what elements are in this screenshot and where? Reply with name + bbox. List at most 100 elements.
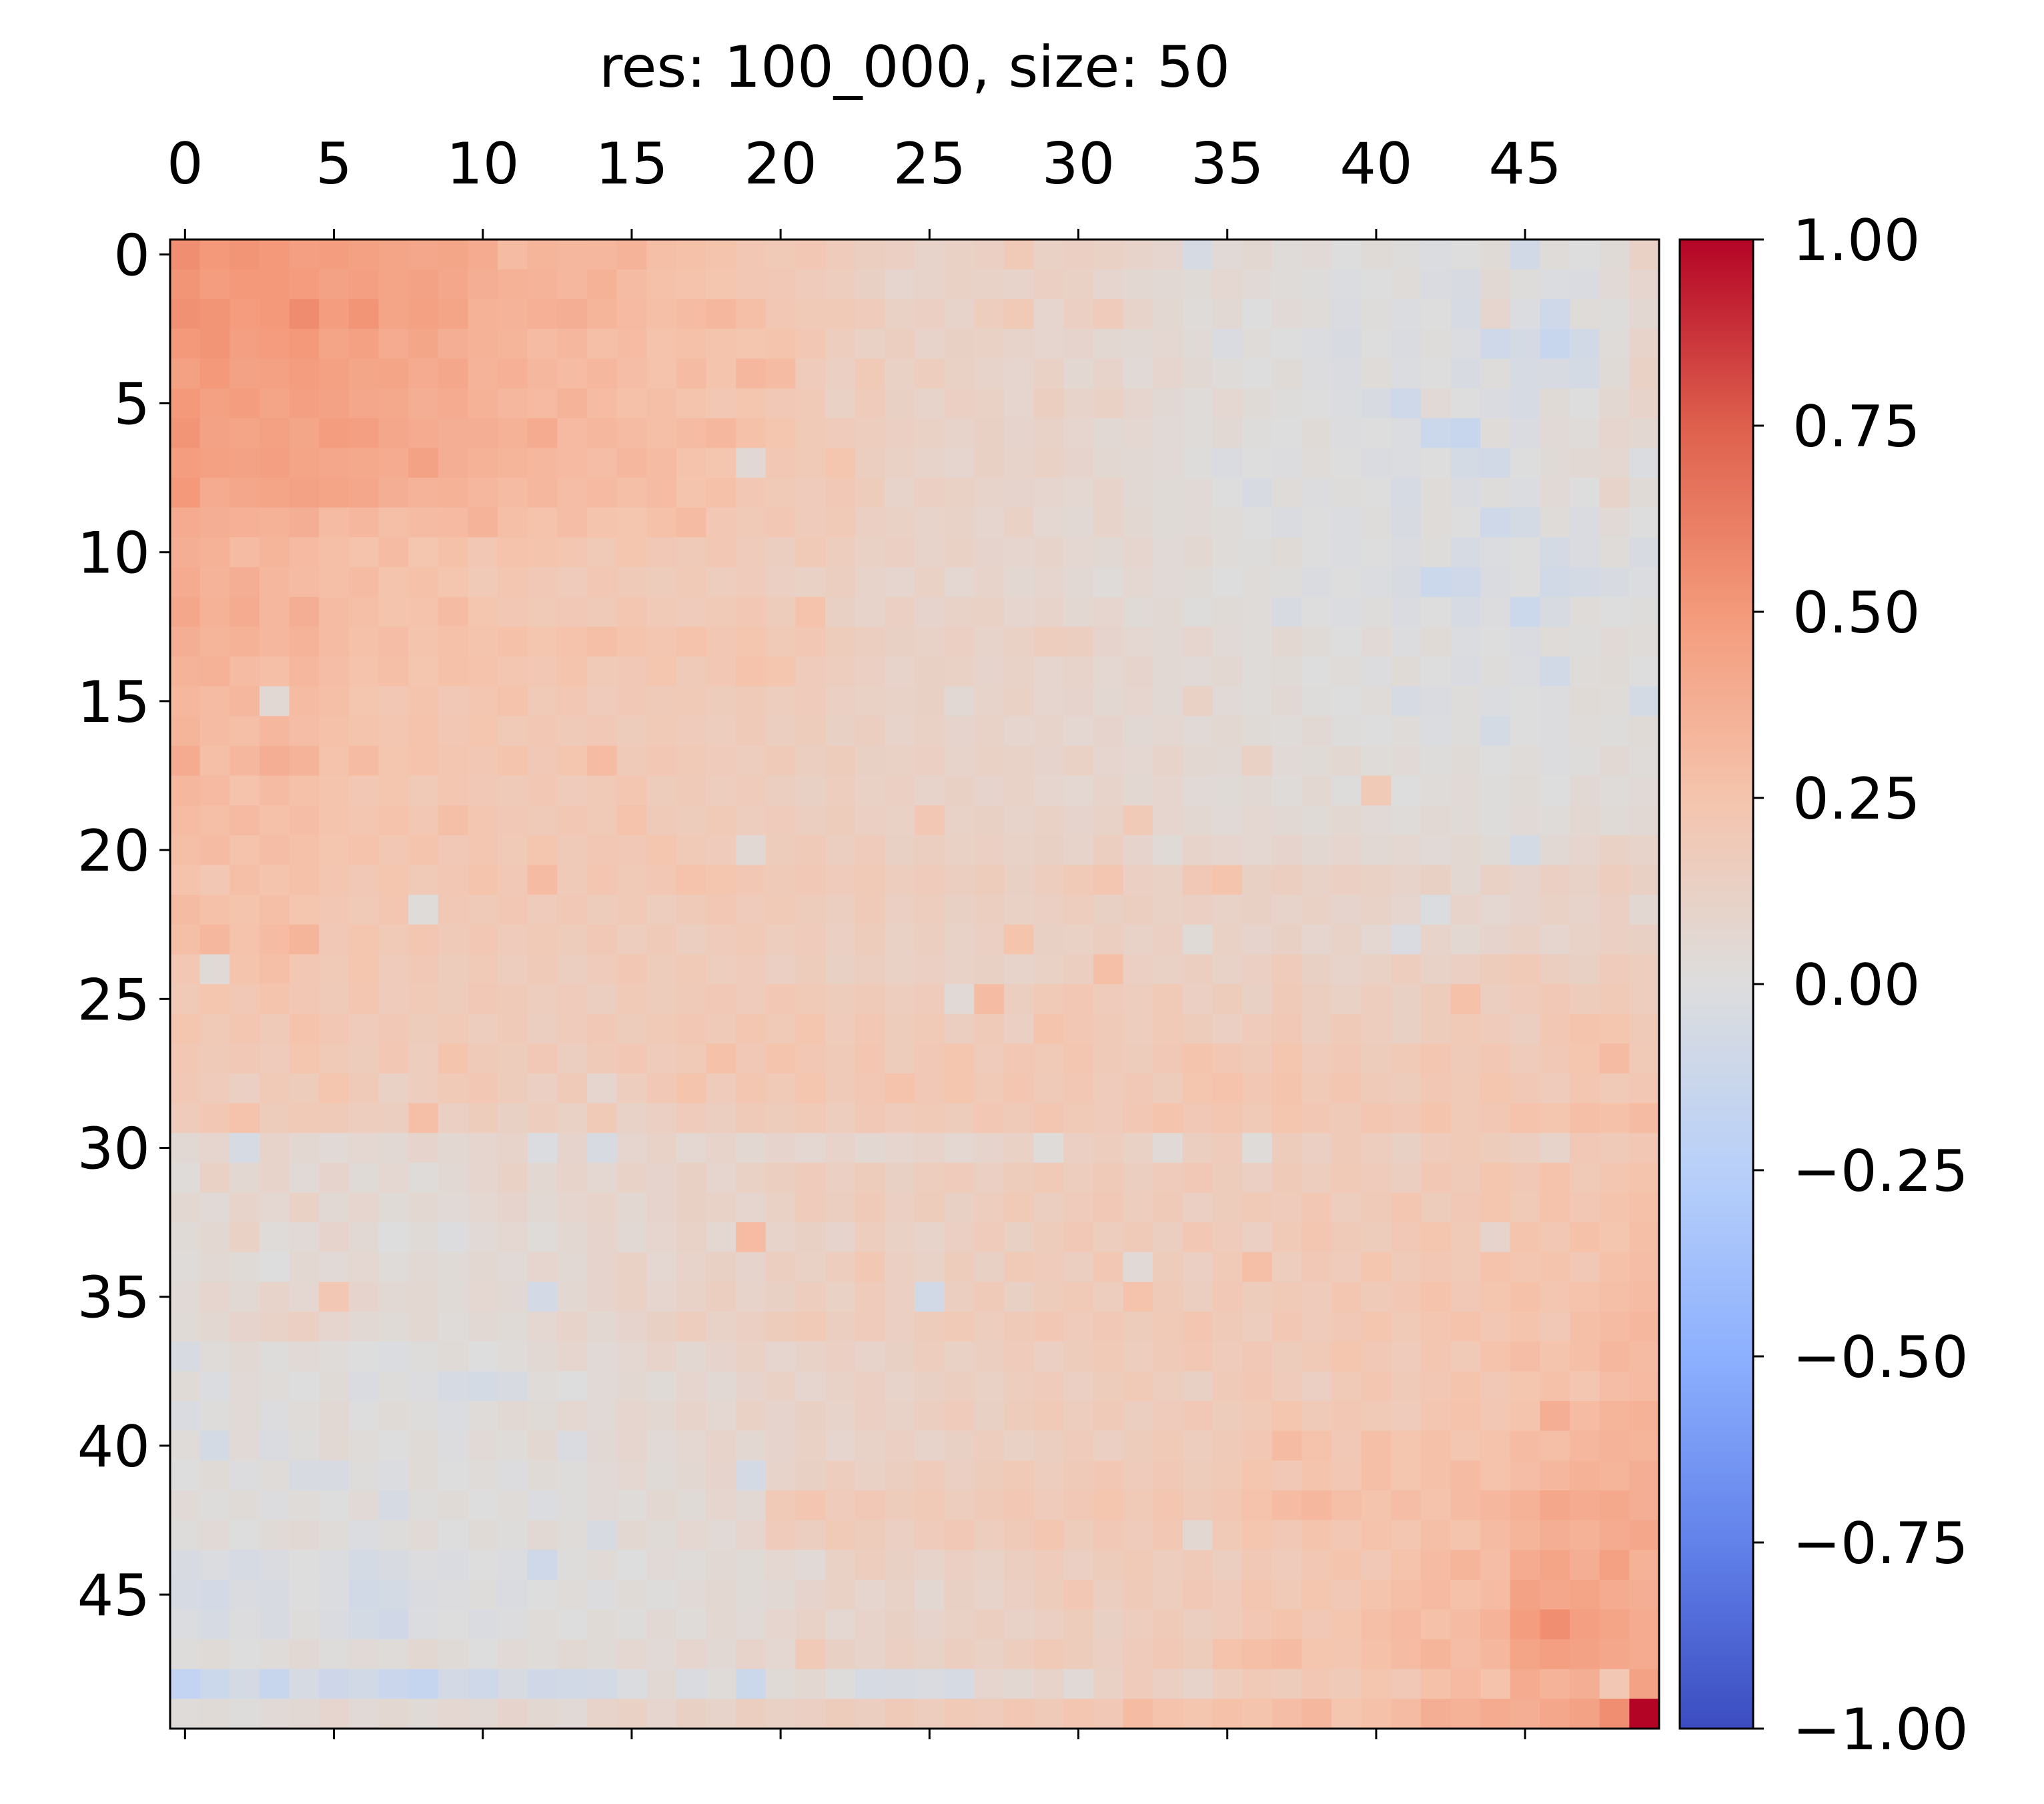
heatmap-cell [408, 240, 439, 270]
y-tick-label: 0 [113, 222, 150, 289]
heatmap-cell [468, 1699, 498, 1729]
heatmap-cell [944, 1282, 975, 1312]
heatmap-cell [855, 626, 885, 657]
heatmap-cell [1093, 1550, 1124, 1581]
heatmap-cell [1063, 1460, 1094, 1491]
heatmap-cell [1361, 805, 1392, 836]
heatmap-cell [319, 448, 350, 478]
heatmap-cell [259, 388, 290, 419]
heatmap-cell [229, 596, 260, 627]
heatmap-cell [1093, 686, 1124, 717]
heatmap-cell [706, 895, 736, 925]
heatmap-cell [1123, 835, 1153, 866]
heatmap-cell [646, 924, 677, 955]
heatmap-cell [795, 478, 826, 508]
heatmap-cell [1629, 299, 1660, 330]
heatmap-cell [915, 805, 945, 836]
heatmap-cell [616, 805, 647, 836]
y-tick-label: 25 [77, 967, 150, 1033]
heatmap-cell [1033, 388, 1064, 419]
heatmap-cell [736, 448, 766, 478]
heatmap-cell [944, 1252, 975, 1282]
heatmap-cell [378, 596, 409, 627]
heatmap-cell [974, 596, 1005, 627]
heatmap-cell [557, 1579, 588, 1611]
heatmap-cell [1182, 656, 1213, 687]
heatmap-cell [259, 567, 290, 598]
heatmap-cell [1182, 626, 1213, 657]
heatmap-cell [319, 716, 350, 747]
heatmap-cell [1302, 775, 1332, 806]
heatmap-cell [795, 775, 826, 806]
heatmap-cell [348, 686, 380, 717]
heatmap-cell [1510, 1312, 1541, 1342]
heatmap-cell [348, 1550, 380, 1581]
heatmap-cell [498, 656, 528, 687]
heatmap-cell [1033, 596, 1064, 627]
heatmap-cell [229, 626, 260, 657]
heatmap-cell [944, 835, 975, 866]
heatmap-cell [1003, 1282, 1035, 1312]
heatmap-cell [408, 537, 439, 568]
heatmap-cell [795, 1579, 826, 1611]
heatmap-cell [498, 328, 528, 360]
heatmap-cell [199, 448, 230, 478]
heatmap-cell [974, 1192, 1005, 1223]
heatmap-cell [408, 478, 439, 508]
heatmap-cell [1033, 1222, 1064, 1253]
heatmap-cell [1480, 1133, 1511, 1164]
heatmap-cell [765, 865, 797, 895]
heatmap-cell [706, 1400, 736, 1432]
heatmap-cell [1271, 269, 1302, 300]
heatmap-cell [1302, 388, 1332, 419]
heatmap-cell [408, 1103, 439, 1134]
heatmap-cell [259, 1043, 290, 1074]
heatmap-cell [944, 358, 975, 389]
heatmap-cell [1093, 1252, 1124, 1282]
heatmap-cell [1480, 478, 1511, 508]
heatmap-cell [616, 1669, 647, 1699]
heatmap-cell [1242, 448, 1273, 478]
heatmap-cell [1242, 1550, 1273, 1581]
heatmap-cell [1033, 1252, 1064, 1282]
heatmap-cell [408, 1550, 439, 1581]
heatmap-cell [1420, 954, 1452, 985]
heatmap-cell [378, 1103, 409, 1134]
heatmap-cell [825, 1222, 856, 1253]
heatmap-cell [736, 1282, 766, 1312]
heatmap-cell [1540, 1222, 1570, 1253]
heatmap-cell [1212, 388, 1243, 419]
heatmap-cell [1629, 448, 1660, 478]
heatmap-cell [378, 1579, 409, 1611]
heatmap-cell [229, 567, 260, 598]
heatmap-cell [855, 835, 885, 866]
heatmap-cell [825, 478, 856, 508]
heatmap-cell [1063, 388, 1094, 419]
heatmap-cell [646, 1192, 677, 1223]
heatmap-cell [1003, 1520, 1035, 1550]
heatmap-cell [1063, 1490, 1094, 1521]
heatmap-cell [1182, 596, 1213, 627]
heatmap-cell [855, 478, 885, 508]
heatmap-cell [1212, 537, 1243, 568]
heatmap-cell [1599, 1639, 1630, 1670]
heatmap-cell [229, 805, 260, 836]
heatmap-cell [1420, 358, 1452, 389]
heatmap-cell [259, 1430, 290, 1461]
heatmap-cell [1599, 1699, 1630, 1729]
heatmap-cell [765, 1222, 797, 1253]
heatmap-cell [944, 1371, 975, 1402]
heatmap-cell [736, 835, 766, 866]
heatmap-cell [438, 656, 468, 687]
heatmap-cell [1063, 686, 1094, 717]
heatmap-cell [498, 1669, 528, 1699]
heatmap-cell [289, 805, 320, 836]
heatmap-cell [527, 269, 558, 300]
heatmap-cell [1480, 388, 1511, 419]
heatmap-cell [1271, 805, 1302, 836]
heatmap-cell [1271, 984, 1302, 1015]
heatmap-cell [885, 1490, 915, 1521]
heatmap-cell [1003, 1013, 1035, 1044]
heatmap-cell [1391, 745, 1422, 777]
heatmap-cell [229, 745, 260, 777]
